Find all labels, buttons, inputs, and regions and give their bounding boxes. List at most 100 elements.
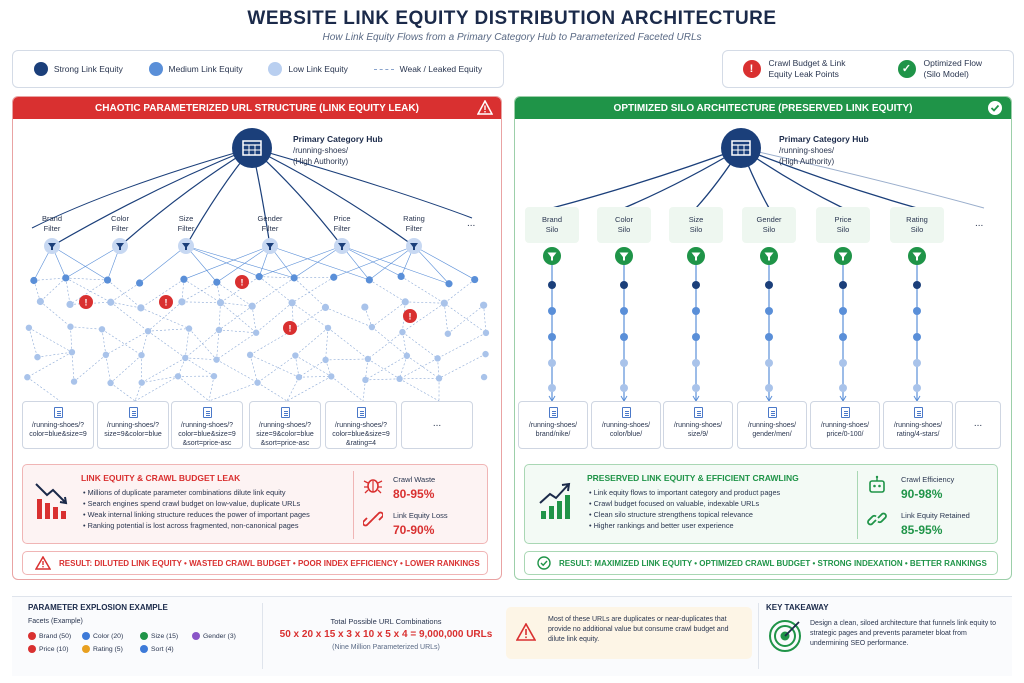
silo-label: Price Silo xyxy=(816,207,870,243)
equity-node xyxy=(180,275,188,283)
equity-node xyxy=(440,299,448,307)
equity-node xyxy=(765,333,773,341)
weak-link xyxy=(28,327,73,353)
weak-link xyxy=(28,327,38,358)
weak-link xyxy=(70,326,73,353)
weak-link xyxy=(402,331,438,359)
weak-link xyxy=(110,382,136,402)
filter-link xyxy=(293,245,343,279)
weak-link xyxy=(331,376,364,402)
equity-node xyxy=(98,326,106,333)
url-box: /running-shoes/? color=blue&size=9 xyxy=(22,401,94,449)
weak-link xyxy=(327,327,369,360)
weak-link xyxy=(140,279,185,309)
equity-node xyxy=(138,351,145,359)
weak-link xyxy=(208,382,258,402)
equity-node xyxy=(67,323,74,330)
weak-link xyxy=(257,382,288,402)
facet-item: Sort (4) xyxy=(140,645,174,653)
weak-link xyxy=(298,376,332,378)
weak-link xyxy=(216,359,258,383)
leak-alert-icon xyxy=(159,295,173,309)
equity-node xyxy=(364,355,372,363)
funnel-icon xyxy=(48,243,56,250)
check-circle-icon xyxy=(537,556,551,570)
leak-alert-mark: ! xyxy=(409,312,412,322)
filter-link xyxy=(185,245,295,279)
document-icon xyxy=(202,407,212,418)
crawl-efficiency-value: 90-98% xyxy=(901,487,943,501)
equity-node xyxy=(30,276,38,285)
right-hub-label: Primary Category Hub /running-shoes/ (Hi… xyxy=(779,134,869,166)
weak-link xyxy=(134,382,142,402)
equity-node xyxy=(839,281,847,289)
robot-icon xyxy=(869,475,885,493)
weak-link xyxy=(371,301,406,328)
document-icon xyxy=(53,407,63,418)
facet-icon xyxy=(140,645,148,653)
weak-link xyxy=(295,355,300,378)
equity-node xyxy=(913,333,921,341)
equity-node xyxy=(434,355,441,362)
equity-node xyxy=(548,333,556,341)
weak-link xyxy=(141,331,149,356)
weak-link xyxy=(325,358,368,361)
document-icon xyxy=(693,407,703,418)
equity-node xyxy=(620,359,628,367)
hub-link xyxy=(740,147,918,209)
filter-link xyxy=(269,245,370,281)
page-subtitle: How Link Equity Flows from a Primary Cat… xyxy=(322,32,702,43)
warning-icon xyxy=(477,100,493,115)
weak-link xyxy=(183,279,221,303)
weak-link xyxy=(188,328,217,360)
weak-link xyxy=(101,329,142,356)
weak-link xyxy=(369,279,406,303)
equity-node xyxy=(913,359,921,367)
hub-link xyxy=(251,147,415,247)
weak-link xyxy=(399,358,438,380)
equity-node xyxy=(403,352,411,359)
facets-title: Facets (Example) xyxy=(28,618,83,625)
crawl-waste-value: 80-95% xyxy=(393,487,435,501)
weak-link xyxy=(294,276,334,279)
equity-node xyxy=(399,328,406,336)
weak-link xyxy=(286,376,332,402)
equity-node xyxy=(103,276,112,284)
equity-node xyxy=(138,379,145,386)
equity-node xyxy=(692,281,700,289)
funnel-icon xyxy=(912,252,922,261)
facet-item: Size (15) xyxy=(140,632,178,640)
equity-node xyxy=(913,281,921,289)
weak-link xyxy=(65,277,108,281)
more-filters: ... xyxy=(467,218,476,229)
weak-link xyxy=(134,376,179,402)
hub-icon xyxy=(721,128,761,168)
filter-link xyxy=(183,245,271,280)
weak-link xyxy=(405,301,445,304)
weak-link xyxy=(371,326,408,356)
equity-node xyxy=(913,307,921,315)
filter-link xyxy=(139,245,187,284)
weak-link xyxy=(218,302,221,330)
chaotic-panel-header: CHAOTIC PARAMETERIZED URL STRUCTURE (LIN… xyxy=(13,97,501,119)
equity-node xyxy=(839,333,847,341)
weak-link xyxy=(447,304,484,334)
weak-link xyxy=(181,281,217,303)
equity-node xyxy=(174,373,182,380)
weak-link xyxy=(101,329,107,355)
equity-node xyxy=(185,325,193,332)
left-result-bar: RESULT: DILUTED LINK EQUITY • WASTED CRA… xyxy=(22,551,488,575)
page-title: WEBSITE LINK EQUITY DISTRIBUTION ARCHITE… xyxy=(247,8,777,29)
weak-link xyxy=(148,328,190,332)
equity-node xyxy=(135,279,144,287)
filter-label: Gender Filter xyxy=(257,214,283,233)
equity-node xyxy=(396,375,403,383)
legend-low: Low Link Equity xyxy=(268,62,348,76)
weak-link xyxy=(177,376,210,402)
equity-node xyxy=(36,297,44,306)
equity-node xyxy=(692,359,700,367)
legend-strong: Strong Link Equity xyxy=(33,62,123,76)
equity-node xyxy=(213,278,221,286)
url-box: /running-shoes/brand/nike/ xyxy=(518,401,588,449)
url-box: /running-shoes/size/9/ xyxy=(663,401,733,449)
